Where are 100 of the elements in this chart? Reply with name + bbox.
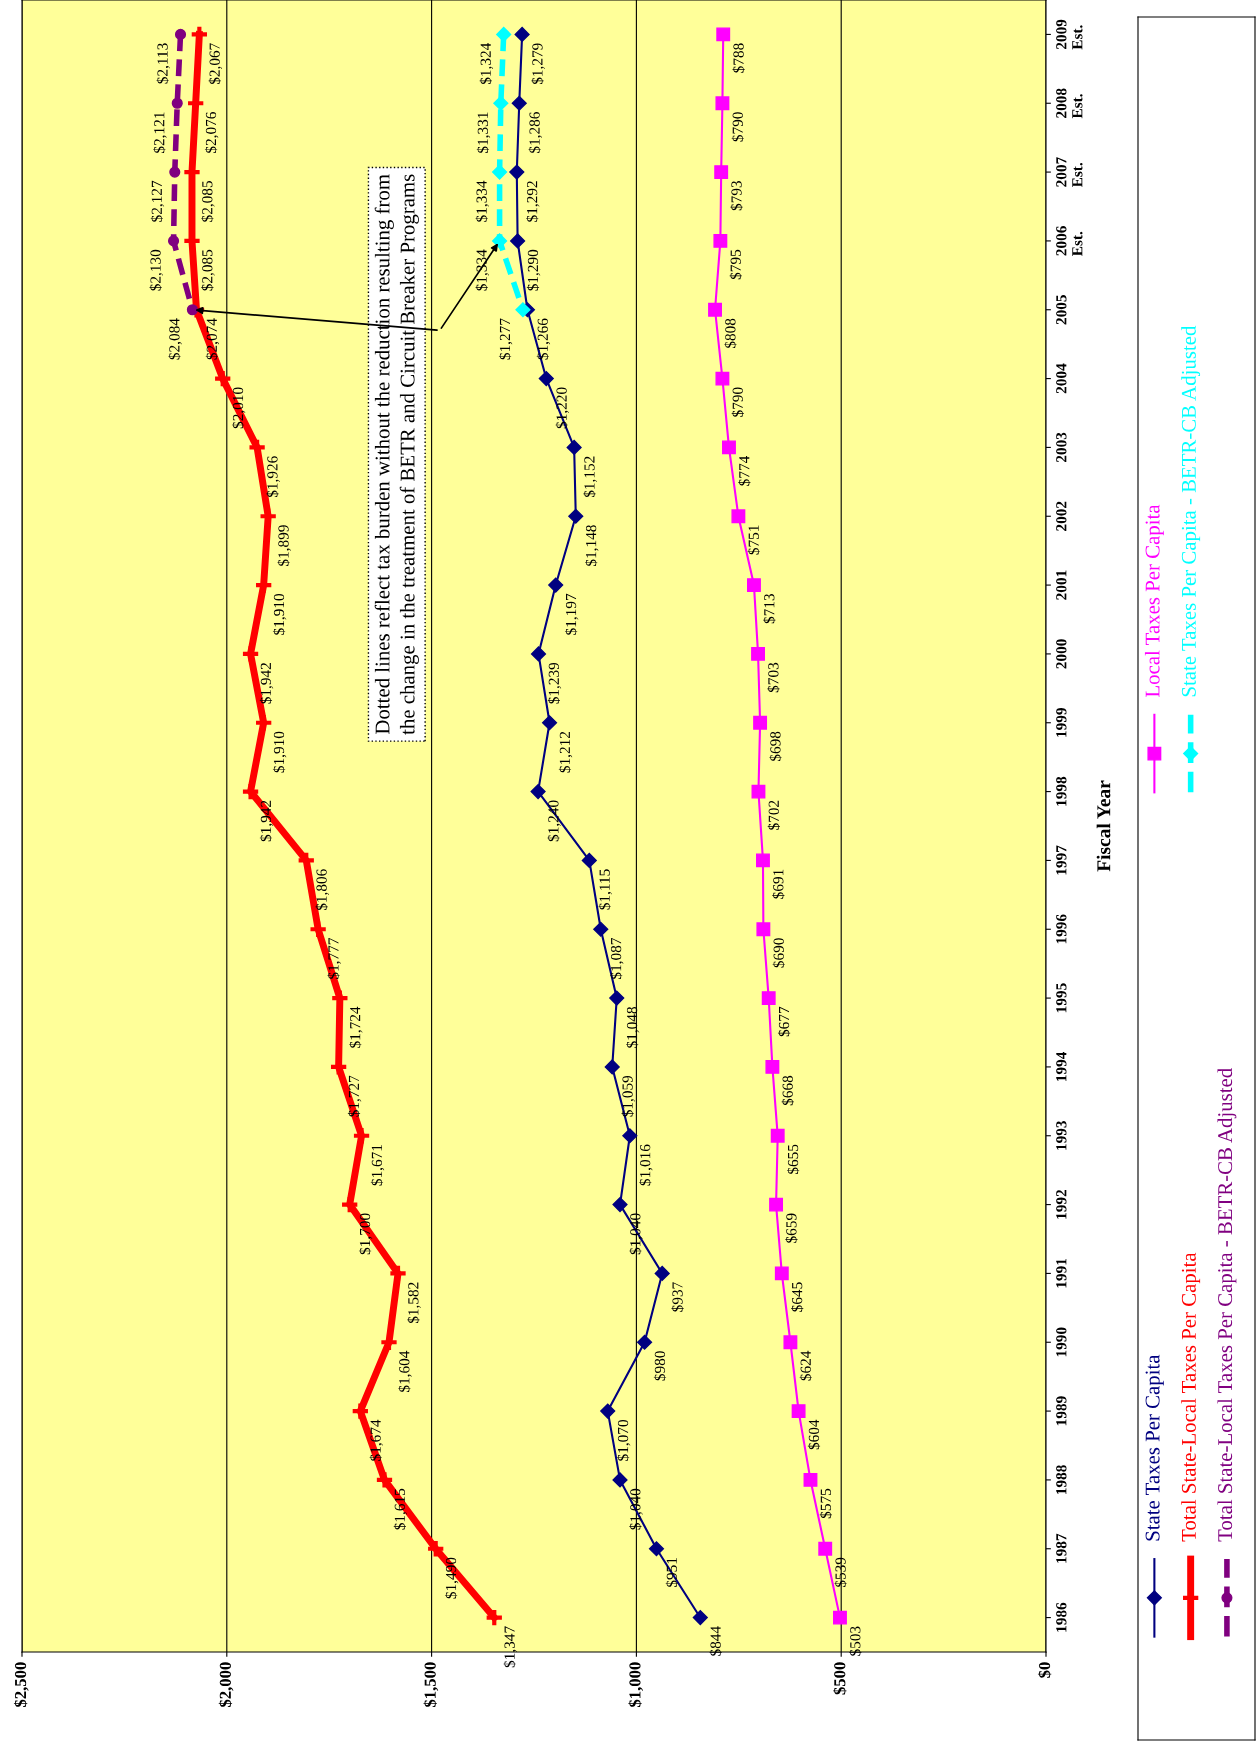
text: Local Taxes Per Capita — [1144, 504, 1164, 697]
data-label: $1,724 — [349, 1006, 363, 1048]
y-tick-label: 2006 Est. — [1056, 226, 1083, 256]
data-label: $980 — [653, 1351, 667, 1381]
data-label: $1,148 — [585, 525, 599, 566]
data-label: $2,084 — [168, 318, 182, 360]
data-label: $1,582 — [407, 1282, 421, 1324]
y-tick-label: 1993 — [1056, 1120, 1067, 1150]
y-tick-label: 2007 Est. — [1056, 157, 1083, 188]
data-label: $1,490 — [444, 1557, 459, 1599]
data-label: $1,240 — [547, 800, 561, 842]
y-axis-title: Fiscal Year — [1096, 780, 1111, 872]
data-label: $655 — [786, 1144, 800, 1174]
data-label: $1,926 — [266, 456, 280, 498]
data-label: $1,279 — [531, 43, 545, 85]
data-label: $1,899 — [277, 525, 291, 566]
data-label: $1,016 — [639, 1144, 653, 1186]
y-tick-label: 1988 — [1056, 1465, 1067, 1494]
data-label: $1,674 — [369, 1419, 383, 1461]
data-label: $2,121 — [153, 112, 167, 153]
data-label: $937 — [671, 1282, 684, 1312]
data-label: $1,239 — [547, 662, 562, 704]
data-label: $1,290 — [526, 249, 541, 291]
data-label: $604 — [807, 1419, 821, 1450]
data-label: $1,942 — [259, 800, 274, 842]
text: State Taxes Per Capita - BETR-CB Adjusted — [1181, 325, 1201, 697]
data-label: $1,115 — [598, 869, 612, 910]
data-label: $1,334 — [475, 249, 489, 291]
data-label: $575 — [819, 1488, 832, 1519]
data-label: $1,727 — [347, 1075, 362, 1117]
data-label: $1,910 — [272, 594, 287, 635]
data-label: $1,777 — [327, 938, 341, 979]
data-label: $1,615 — [393, 1488, 408, 1530]
data-label: $1,059 — [621, 1075, 635, 1117]
data-label: $1,324 — [479, 42, 494, 85]
data-label: $703 — [767, 662, 780, 693]
data-label: $1,700 — [358, 1213, 373, 1255]
data-label: $503 — [849, 1626, 862, 1656]
data-label: $1,334 — [475, 180, 489, 222]
y-tick-label: 1992 — [1056, 1189, 1067, 1219]
data-label: $774 — [738, 455, 751, 486]
x-tick-label: $1,000 — [628, 1662, 643, 1707]
data-label: $1,040 — [629, 1213, 643, 1255]
x-tick-label: $2,000 — [218, 1662, 234, 1707]
data-label: $790 — [731, 387, 744, 417]
data-label: $1,331 — [476, 112, 491, 153]
data-label: $1,277 — [498, 318, 513, 360]
x-tick-label: $0 — [1037, 1662, 1052, 1678]
data-label: $539 — [834, 1557, 847, 1587]
data-label: $1,070 — [616, 1420, 631, 1461]
y-tick-label: 1991 — [1056, 1258, 1067, 1288]
data-label: $2,113 — [156, 43, 170, 84]
data-label: $1,286 — [528, 112, 542, 153]
data-label: $2,127 — [150, 180, 165, 222]
data-label: $645 — [791, 1282, 804, 1312]
y-tick-label: 2002 — [1056, 501, 1067, 531]
y-tick-label: 2001 — [1056, 570, 1067, 600]
data-label: $951 — [665, 1558, 678, 1587]
y-tick-label: 2008 Est. — [1056, 88, 1083, 119]
y-tick-label: 1995 — [1056, 983, 1067, 1013]
data-label: $793 — [730, 181, 743, 211]
x-tick-label: $500 — [833, 1662, 847, 1695]
y-tick-label: 1986 — [1056, 1602, 1067, 1632]
data-label: $1,806 — [315, 869, 329, 911]
data-label: $1,197 — [564, 593, 579, 635]
y-tick-label: 1998 — [1056, 776, 1067, 806]
data-label: $751 — [747, 525, 760, 555]
y-tick-label: 1989 — [1056, 1396, 1067, 1426]
text: Total State-Local Taxes Per Capita - BETR-CB Adjusted — [1217, 1068, 1237, 1542]
data-label: $702 — [767, 800, 780, 830]
data-label: $1,942 — [259, 663, 274, 704]
data-label: $624 — [799, 1350, 812, 1381]
data-label: $1,604 — [398, 1350, 412, 1392]
y-tick-label: 1994 — [1056, 1051, 1067, 1081]
data-label: $788 — [732, 43, 745, 73]
y-tick-label: 2004 — [1056, 363, 1067, 394]
data-label: $2,010 — [231, 387, 246, 429]
data-label: $2,076 — [204, 112, 219, 153]
data-label: $1,292 — [526, 181, 540, 222]
data-label: $1,266 — [536, 318, 551, 360]
y-tick-label: 1987 — [1056, 1533, 1067, 1563]
data-label: $1,048 — [626, 1007, 640, 1048]
text: State Taxes Per Capita — [1145, 1354, 1164, 1541]
x-tick-label: $2,500 — [13, 1662, 29, 1707]
data-label: $1,040 — [629, 1488, 643, 1530]
data-label: $1,220 — [555, 387, 569, 429]
data-label: $2,074 — [205, 318, 220, 360]
data-label: $659 — [785, 1213, 798, 1243]
data-label: $795 — [729, 249, 742, 280]
data-label: $691 — [772, 869, 785, 899]
data-label: $690 — [772, 938, 785, 968]
annotation: Dotted lines reflect tax burden without the reduction resulting from the change in the treatment of BETR and Circuit Breaker Programs — [374, 174, 419, 735]
data-label: $1,671 — [370, 1145, 385, 1186]
data-label: $808 — [724, 318, 737, 348]
data-label: $1,087 — [610, 938, 624, 979]
y-tick-label: 1990 — [1056, 1327, 1067, 1357]
y-tick-label: 2009 Est. — [1056, 19, 1083, 50]
x-tick-label: $1,500 — [423, 1662, 439, 1707]
data-label: $677 — [777, 1006, 791, 1037]
data-label: $790 — [731, 112, 744, 142]
